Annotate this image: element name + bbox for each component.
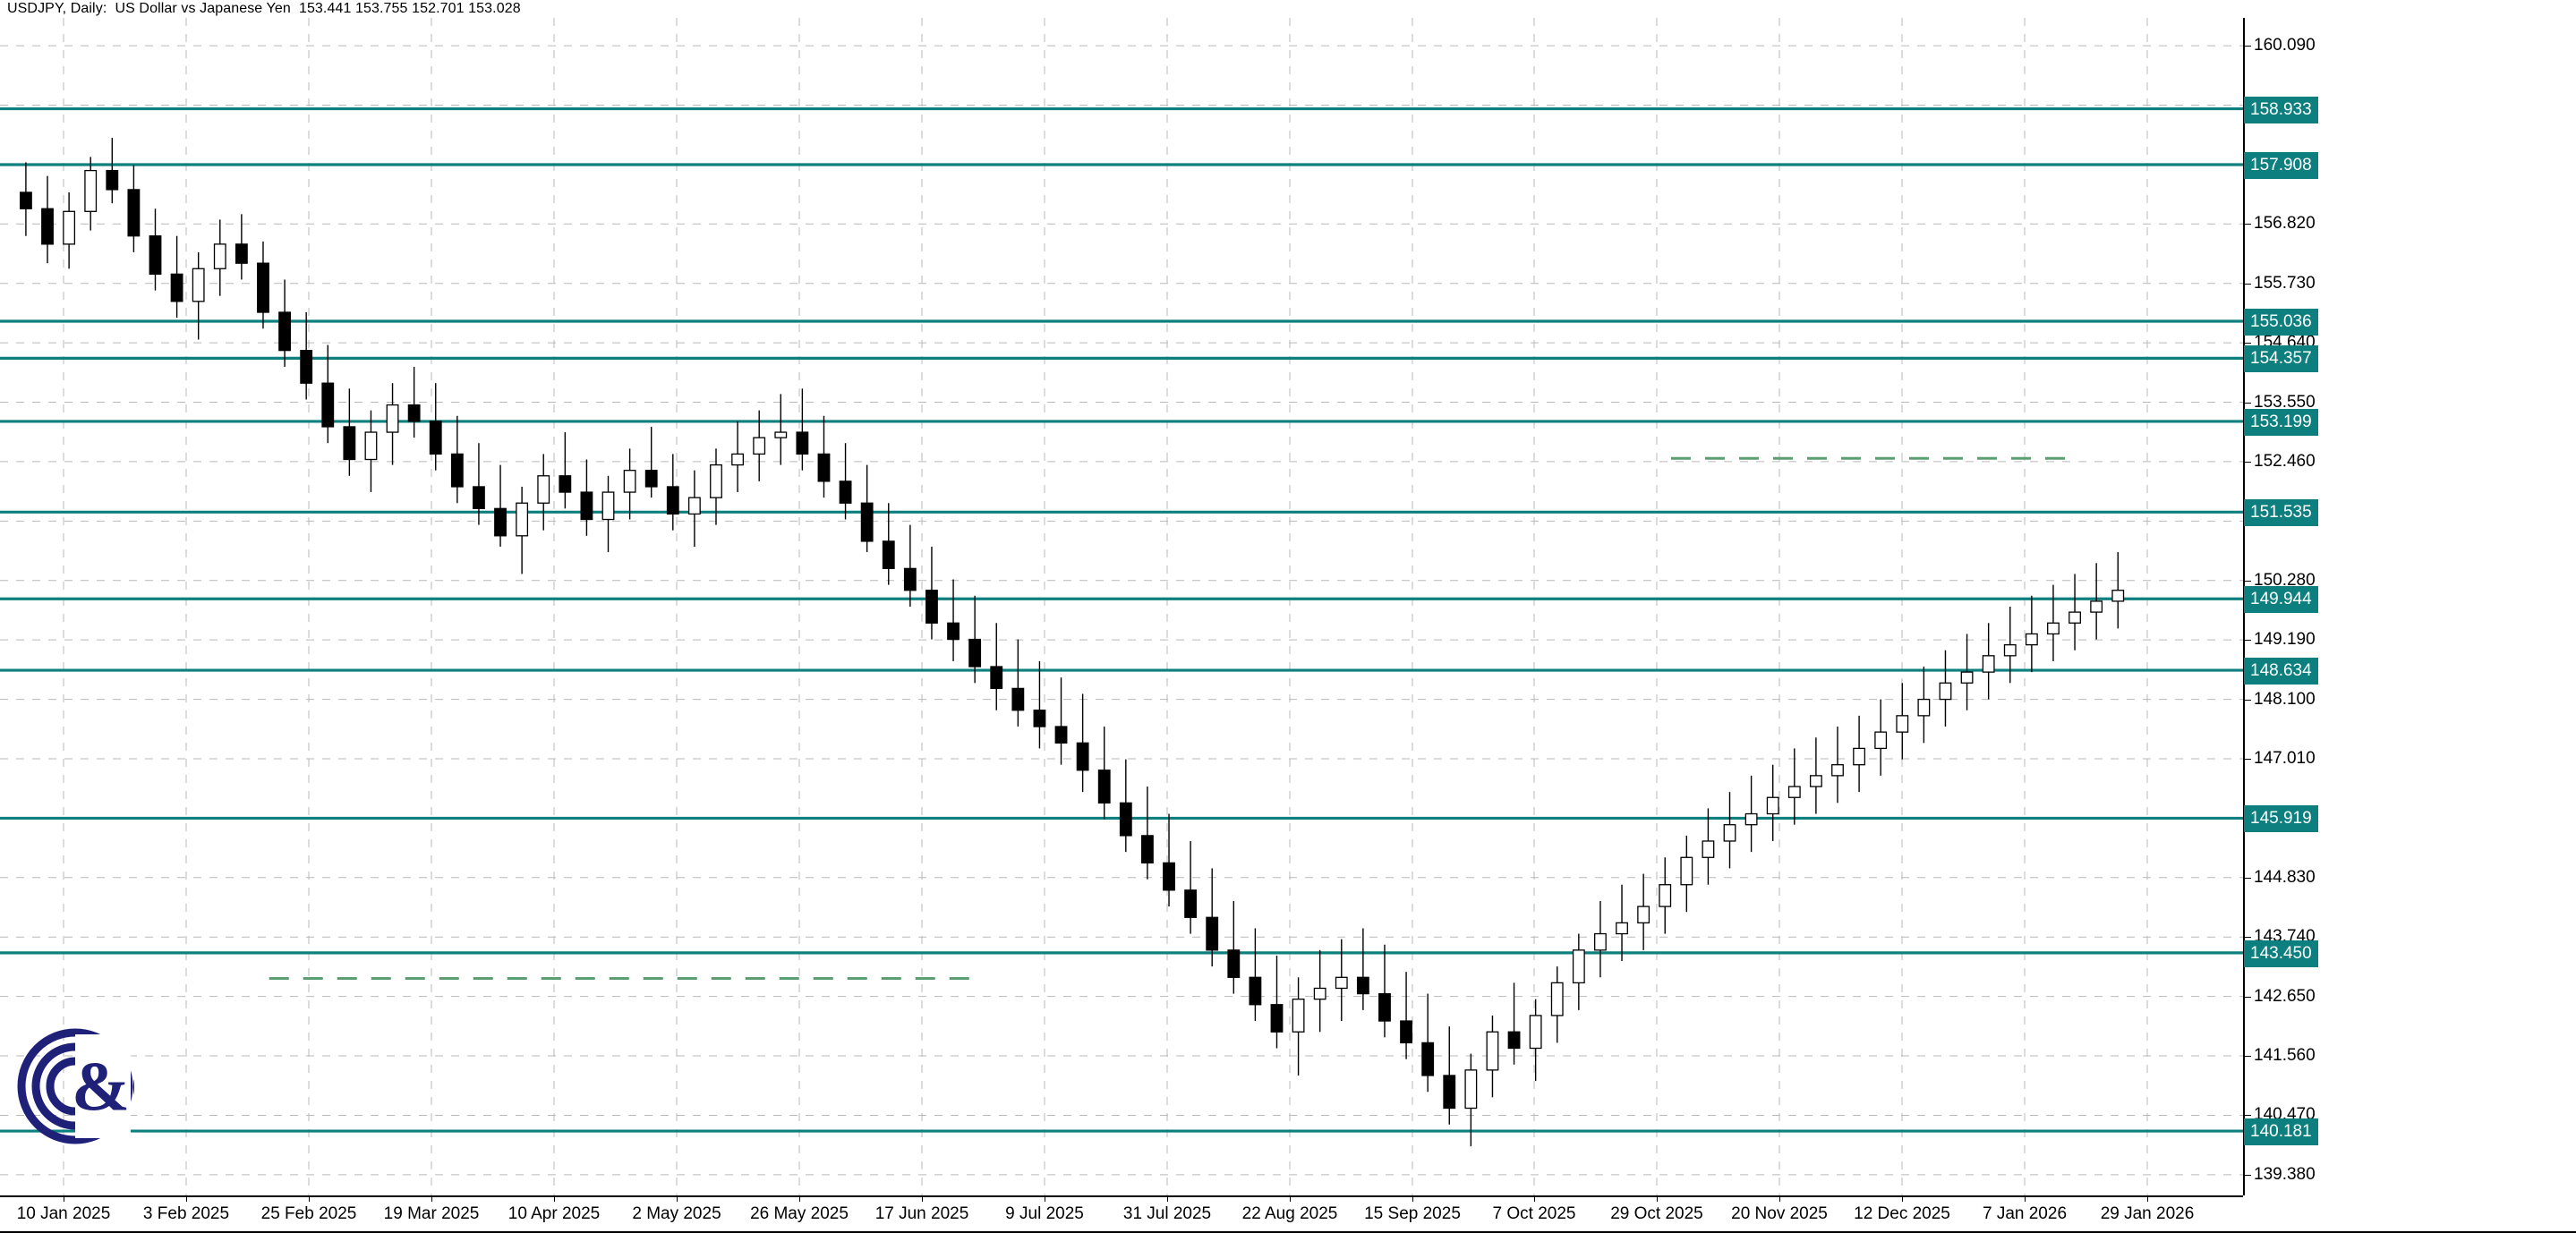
date-tick-label: 26 May 2025 bbox=[750, 1204, 849, 1223]
price-axis[interactable]: 160.090159.000157.910156.820155.730154.6… bbox=[2243, 18, 2576, 1195]
date-tick bbox=[1902, 1195, 1903, 1202]
date-tick bbox=[922, 1195, 923, 1202]
date-tick-label: 2 May 2025 bbox=[632, 1204, 721, 1223]
price-level-badge[interactable]: 158.933 bbox=[2244, 96, 2318, 123]
chart-canvas bbox=[0, 18, 2243, 1195]
date-tick-label: 9 Jul 2025 bbox=[1005, 1204, 1084, 1223]
date-tick-label: 29 Jan 2026 bbox=[2100, 1204, 2195, 1223]
price-tick bbox=[2243, 343, 2251, 344]
candlestick-series bbox=[20, 138, 2125, 1147]
price-tick-label: 160.090 bbox=[2254, 36, 2316, 55]
price-level-badge[interactable]: 154.357 bbox=[2244, 345, 2318, 373]
date-tick bbox=[2147, 1195, 2148, 1202]
date-tick-label: 25 Feb 2025 bbox=[260, 1204, 357, 1223]
date-tick bbox=[1167, 1195, 1168, 1202]
date-tick bbox=[431, 1195, 432, 1202]
date-tick-label: 7 Oct 2025 bbox=[1492, 1204, 1576, 1223]
date-tick bbox=[1657, 1195, 1658, 1202]
price-tick bbox=[2243, 1056, 2251, 1058]
price-tick bbox=[2243, 402, 2251, 404]
date-tick bbox=[2025, 1195, 2026, 1202]
dashed-zone-lines bbox=[269, 456, 2068, 981]
price-tick-label: 148.100 bbox=[2254, 689, 2316, 709]
date-tick bbox=[1290, 1195, 1291, 1202]
price-level-badge[interactable]: 155.036 bbox=[2244, 308, 2318, 336]
price-tick bbox=[2243, 461, 2251, 463]
date-tick bbox=[799, 1195, 800, 1202]
price-tick-label: 141.560 bbox=[2254, 1046, 2316, 1066]
price-tick-label: 155.730 bbox=[2254, 273, 2316, 293]
date-tick-label: 12 Dec 2025 bbox=[1854, 1204, 1950, 1223]
date-tick-label: 20 Nov 2025 bbox=[1731, 1204, 1828, 1223]
chart-header: USDJPY, Daily: US Dollar vs Japanese Yen… bbox=[0, 0, 2576, 18]
chart-title: USDJPY, Daily: US Dollar vs Japanese Yen… bbox=[7, 1, 521, 16]
price-level-badge[interactable]: 148.634 bbox=[2244, 658, 2318, 685]
support-resistance-lines bbox=[0, 106, 2243, 1133]
price-tick-label: 156.820 bbox=[2254, 214, 2316, 234]
cg-logo: &G bbox=[17, 1028, 134, 1144]
price-tick bbox=[2243, 224, 2251, 225]
date-axis-bottom-line bbox=[0, 1231, 2576, 1233]
vertical-gridlines bbox=[63, 18, 2148, 1195]
date-axis[interactable]: 10 Jan 2025 3 Feb 2025 25 Feb 2025 19 Mar 2… bbox=[0, 1195, 2576, 1233]
price-tick bbox=[2243, 580, 2251, 582]
price-level-badge[interactable]: 151.535 bbox=[2244, 499, 2318, 527]
price-level-badge[interactable]: 145.919 bbox=[2244, 805, 2318, 833]
date-tick bbox=[1534, 1195, 1535, 1202]
date-tick-label: 7 Jan 2026 bbox=[1982, 1204, 2068, 1223]
date-tick-label: 10 Apr 2025 bbox=[508, 1204, 601, 1223]
price-tick-label: 139.380 bbox=[2254, 1164, 2316, 1184]
price-tick bbox=[2243, 937, 2251, 939]
horizontal-gridlines bbox=[0, 45, 2243, 1176]
price-tick bbox=[2243, 283, 2251, 285]
date-tick-label: 10 Jan 2025 bbox=[16, 1204, 111, 1223]
date-axis-top-line bbox=[0, 1195, 2243, 1197]
date-tick bbox=[309, 1195, 310, 1202]
price-tick-label: 144.830 bbox=[2254, 867, 2316, 887]
price-tick bbox=[2243, 46, 2251, 47]
price-tick-label: 152.460 bbox=[2254, 451, 2316, 471]
date-tick-label: 15 Sep 2025 bbox=[1364, 1204, 1461, 1223]
date-tick bbox=[1779, 1195, 1780, 1202]
price-tick-label: 150.280 bbox=[2254, 570, 2316, 590]
price-tick-label: 153.550 bbox=[2254, 392, 2316, 412]
date-tick bbox=[1412, 1195, 1413, 1202]
date-tick-label: 31 Jul 2025 bbox=[1122, 1204, 1212, 1223]
price-level-badge[interactable]: 149.944 bbox=[2244, 586, 2318, 614]
date-tick-label: 29 Oct 2025 bbox=[1610, 1204, 1703, 1223]
date-tick bbox=[186, 1195, 187, 1202]
price-tick-label: 149.190 bbox=[2254, 630, 2316, 650]
date-tick bbox=[677, 1195, 678, 1202]
price-tick bbox=[2243, 1174, 2251, 1176]
date-tick-label: 3 Feb 2025 bbox=[142, 1204, 230, 1223]
date-tick-label: 17 Jun 2025 bbox=[874, 1204, 969, 1223]
date-tick-label: 19 Mar 2025 bbox=[383, 1204, 480, 1223]
price-tick-label: 142.650 bbox=[2254, 986, 2316, 1006]
price-tick bbox=[2243, 758, 2251, 760]
price-tick bbox=[2243, 996, 2251, 998]
price-level-badge[interactable]: 143.450 bbox=[2244, 940, 2318, 967]
price-tick bbox=[2243, 699, 2251, 701]
date-tick bbox=[554, 1195, 555, 1202]
price-level-badge[interactable]: 140.181 bbox=[2244, 1118, 2318, 1146]
price-tick bbox=[2243, 640, 2251, 642]
date-tick-label: 22 Aug 2025 bbox=[1241, 1204, 1338, 1223]
chart-plot-area[interactable]: &G bbox=[0, 18, 2243, 1195]
price-tick bbox=[2243, 877, 2251, 879]
price-tick bbox=[2243, 1115, 2251, 1117]
price-tick-label: 147.010 bbox=[2254, 748, 2316, 768]
price-level-badge[interactable]: 157.908 bbox=[2244, 152, 2318, 179]
svg-text:&G: &G bbox=[72, 1047, 134, 1125]
price-level-badge[interactable]: 153.199 bbox=[2244, 408, 2318, 436]
